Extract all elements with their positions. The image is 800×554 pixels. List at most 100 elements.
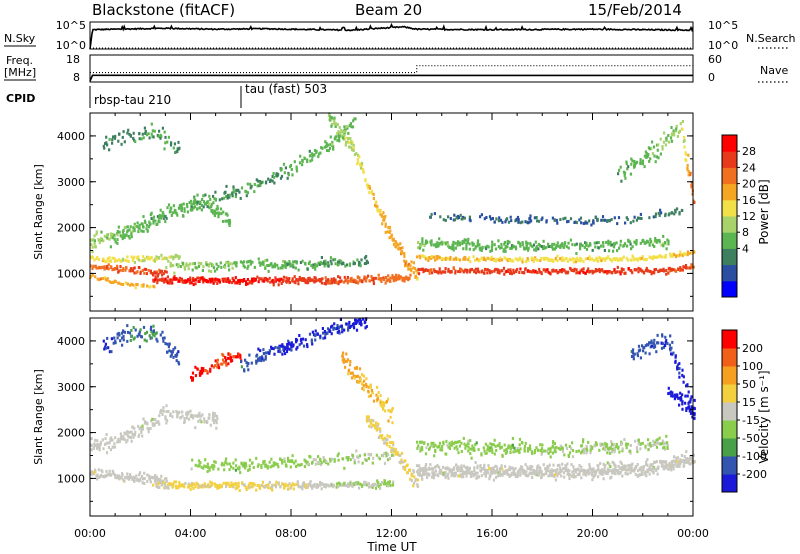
- power-cell: [662, 244, 665, 248]
- velocity-cell: [300, 463, 303, 466]
- power-cell: [646, 269, 649, 273]
- velocity-cell: [627, 464, 630, 468]
- velocity-cell: [191, 416, 195, 420]
- power-cell: [164, 141, 167, 145]
- velocity-cell: [494, 471, 497, 475]
- power-cell: [443, 241, 446, 245]
- velocity-cell: [637, 469, 640, 473]
- power-cell: [128, 269, 131, 273]
- power-cell: [478, 270, 481, 274]
- power-cell: [456, 243, 459, 247]
- power-cell: [463, 238, 466, 242]
- power-cell: [194, 278, 197, 282]
- power-cell: [672, 129, 675, 133]
- power-cell: [273, 263, 276, 267]
- power-cell: [670, 268, 673, 272]
- power-cell: [587, 244, 590, 248]
- power-cell: [570, 268, 573, 272]
- power-cell: [561, 268, 564, 272]
- power-cell: [547, 245, 550, 248]
- power-cell: [575, 252, 578, 255]
- power-cell: [213, 278, 216, 282]
- velocity-cell: [365, 483, 368, 487]
- power-cell: [665, 272, 668, 276]
- power-cell: [108, 137, 111, 141]
- power-cell: [383, 278, 386, 282]
- velocity-cell: [438, 444, 441, 448]
- power-cell: [113, 259, 117, 263]
- velocity-cell: [595, 443, 598, 447]
- velocity-cell: [362, 374, 365, 378]
- power-cell: [519, 244, 522, 248]
- power-cell: [599, 244, 603, 248]
- velocity-cell: [571, 470, 574, 474]
- velocity-cell: [389, 415, 392, 419]
- power-cell: [122, 267, 125, 270]
- velocity-cell: [203, 464, 206, 468]
- power-cell: [324, 262, 327, 266]
- velocity-cell: [653, 345, 657, 349]
- power-cell: [160, 269, 164, 273]
- power-cell: [418, 254, 421, 258]
- power-cell: [314, 267, 317, 271]
- power-cell: [545, 246, 548, 249]
- power-cell: [101, 265, 104, 269]
- power-cell: [581, 244, 584, 248]
- power-cell: [310, 264, 313, 268]
- velocity-cell: [322, 336, 325, 340]
- power-cell: [147, 268, 150, 272]
- power-cell: [332, 258, 335, 262]
- velocity-cell: [680, 453, 683, 457]
- velocity-cell: [272, 347, 275, 351]
- velocity-cell: [648, 352, 651, 356]
- power-cell: [91, 273, 94, 277]
- velocity-cell: [401, 451, 404, 455]
- power-cell: [140, 284, 143, 288]
- velocity-cell: [367, 418, 370, 422]
- velocity-cell: [685, 450, 688, 454]
- power-cell: [554, 269, 557, 273]
- velocity-cell: [613, 469, 616, 473]
- velocity-cell: [447, 445, 450, 449]
- power-cell: [177, 206, 180, 210]
- power-cell: [535, 216, 538, 219]
- velocity-cell: [363, 379, 366, 383]
- power-cell: [555, 218, 558, 222]
- velocity-cell: [161, 336, 165, 340]
- power-cell: [113, 237, 116, 241]
- velocity-cell: [653, 338, 656, 342]
- power-cell: [491, 240, 494, 244]
- velocity-cell: [355, 366, 358, 370]
- power-cell: [515, 217, 518, 221]
- power-cell: [189, 208, 192, 212]
- power-cell: [280, 174, 284, 178]
- power-cell: [152, 135, 155, 139]
- velocity-cell: [194, 485, 197, 489]
- velocity-cell: [116, 336, 119, 340]
- power-cell: [417, 241, 420, 244]
- velocity-cell: [226, 462, 229, 466]
- power-cell: [338, 137, 341, 140]
- velocity-cell: [619, 471, 622, 474]
- velocity-cell: [103, 347, 106, 351]
- power-cell: [162, 212, 165, 216]
- power-cell: [654, 160, 657, 164]
- power-cell: [358, 276, 361, 280]
- power-cell: [163, 130, 166, 134]
- power-cell: [187, 263, 190, 267]
- power-cell: [453, 218, 457, 222]
- velocity-cell: [209, 480, 212, 484]
- velocity-cell: [442, 442, 445, 446]
- power-cell: [643, 165, 646, 169]
- velocity-cell: [139, 477, 142, 481]
- power-cell: [166, 281, 169, 285]
- velocity-cell: [295, 347, 298, 351]
- velocity-cell: [561, 449, 565, 453]
- power-cell: [564, 216, 567, 220]
- power-cell: [490, 255, 493, 259]
- velocity-cell: [349, 371, 352, 375]
- velocity-cell: [627, 442, 630, 446]
- velocity-cell: [473, 469, 476, 473]
- velocity-cell: [573, 475, 576, 479]
- power-cell: [683, 252, 686, 256]
